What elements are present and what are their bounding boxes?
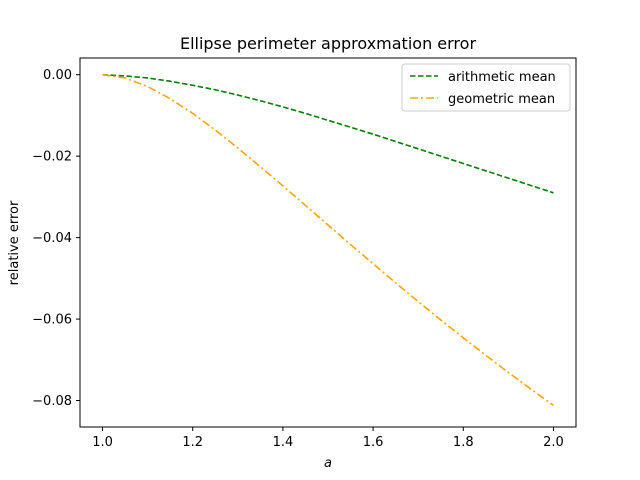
plot-area (102, 73, 554, 407)
legend-box (401, 63, 571, 112)
legend-label-geometric-mean: geometric mean (448, 92, 555, 107)
chart-title: Ellipse perimeter approxmation error (180, 34, 476, 53)
y-tick-label: −0.04 (32, 231, 72, 246)
y-tick-label: −0.06 (32, 313, 72, 328)
x-tick-label: 1.4 (273, 435, 294, 450)
y-tick-label: −0.02 (32, 150, 72, 165)
series-line-geometric-mean (102, 73, 554, 407)
x-tick-label: 1.6 (363, 435, 384, 450)
x-axis-label: a (324, 456, 332, 471)
legend-label-arithmetic-mean: arithmetic mean (448, 70, 556, 85)
y-tick-label: 0.00 (43, 68, 72, 83)
x-tick-label: 1.2 (182, 435, 203, 450)
x-axis: 1.0 1.2 1.4 1.6 1.8 2.0 (92, 427, 564, 450)
y-tick-label: −0.08 (32, 394, 72, 409)
axes-frame (79, 57, 577, 428)
legend: arithmetic mean geometric mean (401, 63, 571, 112)
y-axis: 0.00 −0.02 −0.04 −0.06 −0.08 (32, 68, 80, 409)
x-tick-label: 2.0 (543, 435, 564, 450)
x-tick-label: 1.0 (92, 435, 113, 450)
y-axis-label: relative error (7, 200, 22, 285)
x-tick-label: 1.8 (453, 435, 474, 450)
series-line-arithmetic-mean (102, 73, 554, 194)
